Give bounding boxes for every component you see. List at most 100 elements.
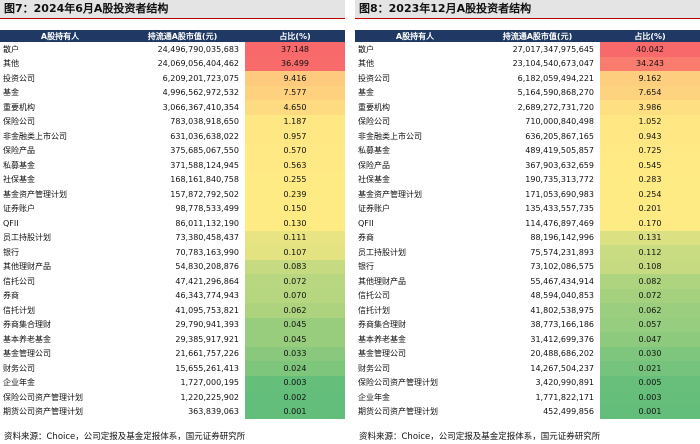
table-row: 信托计划 41,095,753,821 0.062 xyxy=(0,303,345,318)
market-value: 363,839,063 xyxy=(188,407,239,417)
table-row: 信托计划 41,802,538,975 0.062 xyxy=(355,303,700,318)
holder-name: 企业年金 xyxy=(358,392,390,402)
market-value: 48,594,040,853 xyxy=(530,291,594,301)
holder-name: 财务公司 xyxy=(358,363,390,373)
panel: 图7：2024年6月A股投资者结构 A股持有人 持流通A股市值(元) 占比(%) 散户… xyxy=(0,0,345,444)
share-cell: 4.650 xyxy=(245,100,345,115)
table-row: 银行 73,102,086,575 0.108 xyxy=(355,259,700,274)
market-value: 636,205,867,165 xyxy=(525,131,594,141)
share-cell: 0.563 xyxy=(245,158,345,173)
holder-name: 基金资产管理计划 xyxy=(3,189,67,199)
header-cell: 持流通A股市值(元) xyxy=(120,30,245,42)
market-value: 38,773,166,186 xyxy=(530,320,594,330)
table-row: 私募基金 489,419,505,857 0.725 xyxy=(355,143,700,158)
share-cell: 0.001 xyxy=(245,404,345,419)
table-row: 非金融类上市公司 636,205,867,165 0.943 xyxy=(355,129,700,144)
header-cell: A股持有人 xyxy=(0,30,120,42)
market-value: 135,433,557,735 xyxy=(525,204,594,214)
holder-name: 基本养老基金 xyxy=(358,334,406,344)
share-cell: 0.003 xyxy=(600,390,700,405)
share-cell: 0.150 xyxy=(245,201,345,216)
share-cell: 0.255 xyxy=(245,172,345,187)
share-cell: 0.112 xyxy=(600,245,700,260)
table-row: 券商 46,343,774,943 0.070 xyxy=(0,288,345,303)
table-row: 基金 4,996,562,972,532 7.577 xyxy=(0,85,345,100)
table-row: 券商集合理财 29,790,941,393 0.045 xyxy=(0,317,345,332)
holder-name: 基金管理公司 xyxy=(358,349,406,359)
share-cell: 0.003 xyxy=(245,375,345,390)
market-value: 29,385,917,921 xyxy=(175,334,239,344)
table-row: 券商 88,196,142,996 0.131 xyxy=(355,230,700,245)
market-value: 98,778,533,499 xyxy=(175,204,239,214)
table-row: 保险公司资产管理计划 1,220,225,902 0.002 xyxy=(0,390,345,405)
panel-title: 图8：2023年12月A股投资者结构 xyxy=(355,0,700,19)
market-value: 5,164,590,868,270 xyxy=(517,88,594,98)
share-cell: 0.170 xyxy=(600,216,700,231)
market-value: 41,802,538,975 xyxy=(530,305,594,315)
share-cell: 0.107 xyxy=(245,245,345,260)
share-cell: 0.001 xyxy=(600,404,700,419)
table-row: 员工持股计划 73,380,458,437 0.111 xyxy=(0,230,345,245)
share-cell: 0.545 xyxy=(600,158,700,173)
table-row: QFII 86,011,132,190 0.130 xyxy=(0,216,345,231)
market-value: 24,069,056,404,462 xyxy=(157,59,239,69)
share-cell: 0.033 xyxy=(245,346,345,361)
share-cell: 0.083 xyxy=(245,259,345,274)
table-row: 证券账户 135,433,557,735 0.201 xyxy=(355,201,700,216)
market-value: 47,421,296,864 xyxy=(175,276,239,286)
table-row: 基金 5,164,590,868,270 7.654 xyxy=(355,85,700,100)
market-value: 21,661,757,226 xyxy=(175,349,239,359)
share-cell: 0.201 xyxy=(600,201,700,216)
header-row: A股持有人 持流通A股市值(元) 占比(%) xyxy=(355,30,700,42)
holder-name: 员工持股计划 xyxy=(358,247,406,257)
market-value: 452,499,856 xyxy=(543,407,594,417)
table-row: 证券账户 98,778,533,499 0.150 xyxy=(0,201,345,216)
holder-name: 信托计划 xyxy=(3,305,35,315)
table-row: 其他理财产品 55,467,434,914 0.082 xyxy=(355,274,700,289)
holder-name: 保险公司 xyxy=(3,117,35,127)
table-row: QFII 114,476,897,469 0.170 xyxy=(355,216,700,231)
table-row: 信托公司 47,421,296,864 0.072 xyxy=(0,274,345,289)
holder-name: 保险公司 xyxy=(358,117,390,127)
holder-name: 基金管理公司 xyxy=(3,349,51,359)
share-cell: 0.057 xyxy=(600,317,700,332)
share-cell: 0.072 xyxy=(245,274,345,289)
table-row: 信托公司 48,594,040,853 0.072 xyxy=(355,288,700,303)
table-row: 投资公司 6,209,201,723,075 9.416 xyxy=(0,71,345,86)
holder-name: 保险产品 xyxy=(358,160,390,170)
market-value: 86,011,132,190 xyxy=(175,218,239,228)
share-cell: 1.187 xyxy=(245,114,345,129)
table-row: 保险产品 375,685,067,550 0.570 xyxy=(0,143,345,158)
market-value: 15,655,261,413 xyxy=(175,363,239,373)
holder-name: 保险产品 xyxy=(3,146,35,156)
holder-name: 其他理财产品 xyxy=(3,262,51,272)
share-cell: 0.725 xyxy=(600,143,700,158)
market-value: 14,267,504,237 xyxy=(530,363,594,373)
share-cell: 0.002 xyxy=(245,390,345,405)
table-row: 期货公司资产管理计划 363,839,063 0.001 xyxy=(0,404,345,419)
table-row: 非金融类上市公司 631,036,638,022 0.957 xyxy=(0,129,345,144)
table-row: 保险产品 367,903,632,659 0.545 xyxy=(355,158,700,173)
holder-name: 信托计划 xyxy=(358,305,390,315)
market-value: 710,000,840,498 xyxy=(525,117,594,127)
header-cell: A股持有人 xyxy=(355,30,475,42)
market-value: 27,017,347,975,645 xyxy=(512,44,594,54)
market-value: 1,771,822,171 xyxy=(535,392,594,402)
share-cell: 0.021 xyxy=(600,361,700,376)
holder-name: 重要机构 xyxy=(358,102,390,112)
share-cell: 0.005 xyxy=(600,375,700,390)
table-row: 保险公司 783,038,918,650 1.187 xyxy=(0,114,345,129)
share-cell: 0.254 xyxy=(600,187,700,202)
table-row: 基本养老基金 29,385,917,921 0.045 xyxy=(0,332,345,347)
holder-name: 投资公司 xyxy=(3,73,35,83)
holder-name: 其他 xyxy=(358,59,374,69)
holder-name: QFII xyxy=(3,218,19,228)
header-cell: 持流通A股市值(元) xyxy=(475,30,600,42)
holder-name: 私募基金 xyxy=(358,146,390,156)
market-value: 4,996,562,972,532 xyxy=(162,88,239,98)
share-cell: 0.082 xyxy=(600,274,700,289)
market-value: 2,689,272,731,720 xyxy=(517,102,594,112)
table-row: 银行 70,783,163,990 0.107 xyxy=(0,245,345,260)
holder-name: 企业年金 xyxy=(3,378,35,388)
holder-name: 证券账户 xyxy=(3,204,35,214)
